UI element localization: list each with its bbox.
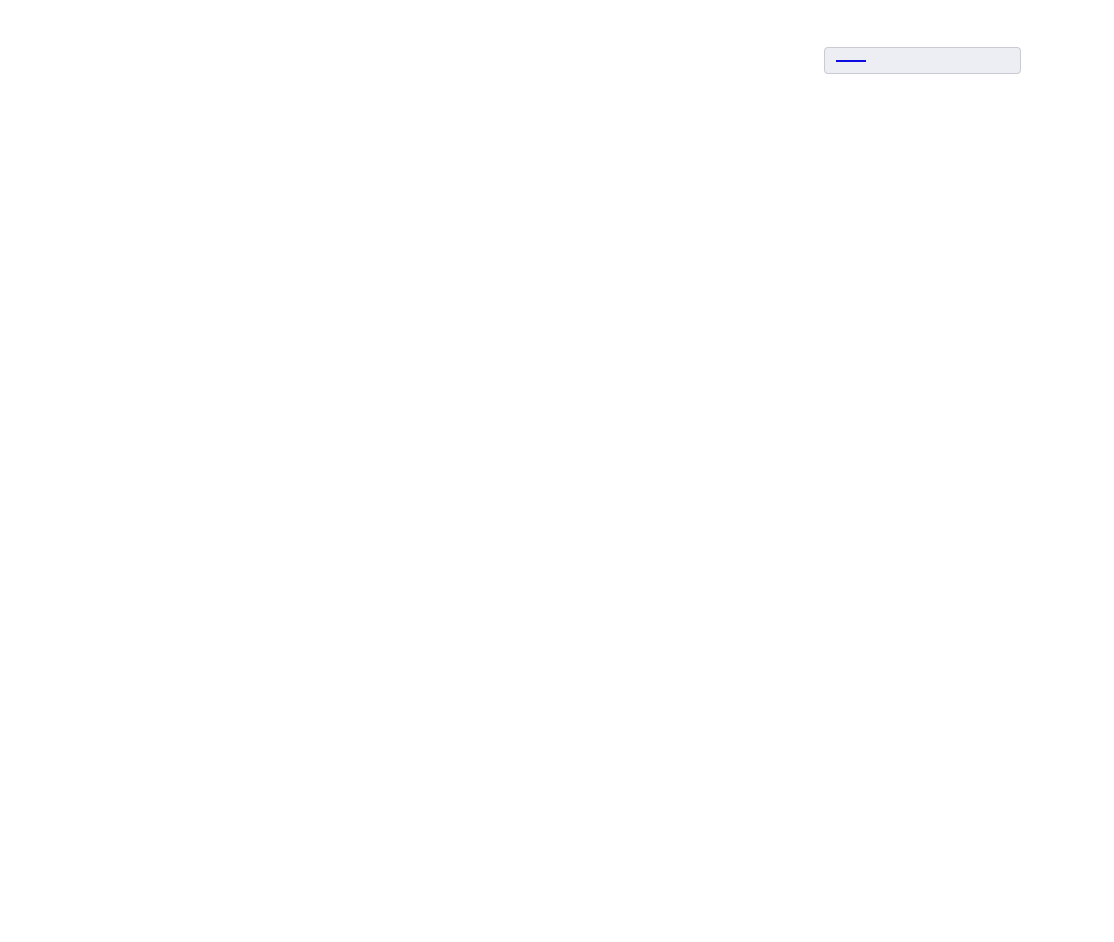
legend-line-swatch bbox=[836, 59, 866, 62]
legend bbox=[824, 47, 1021, 74]
